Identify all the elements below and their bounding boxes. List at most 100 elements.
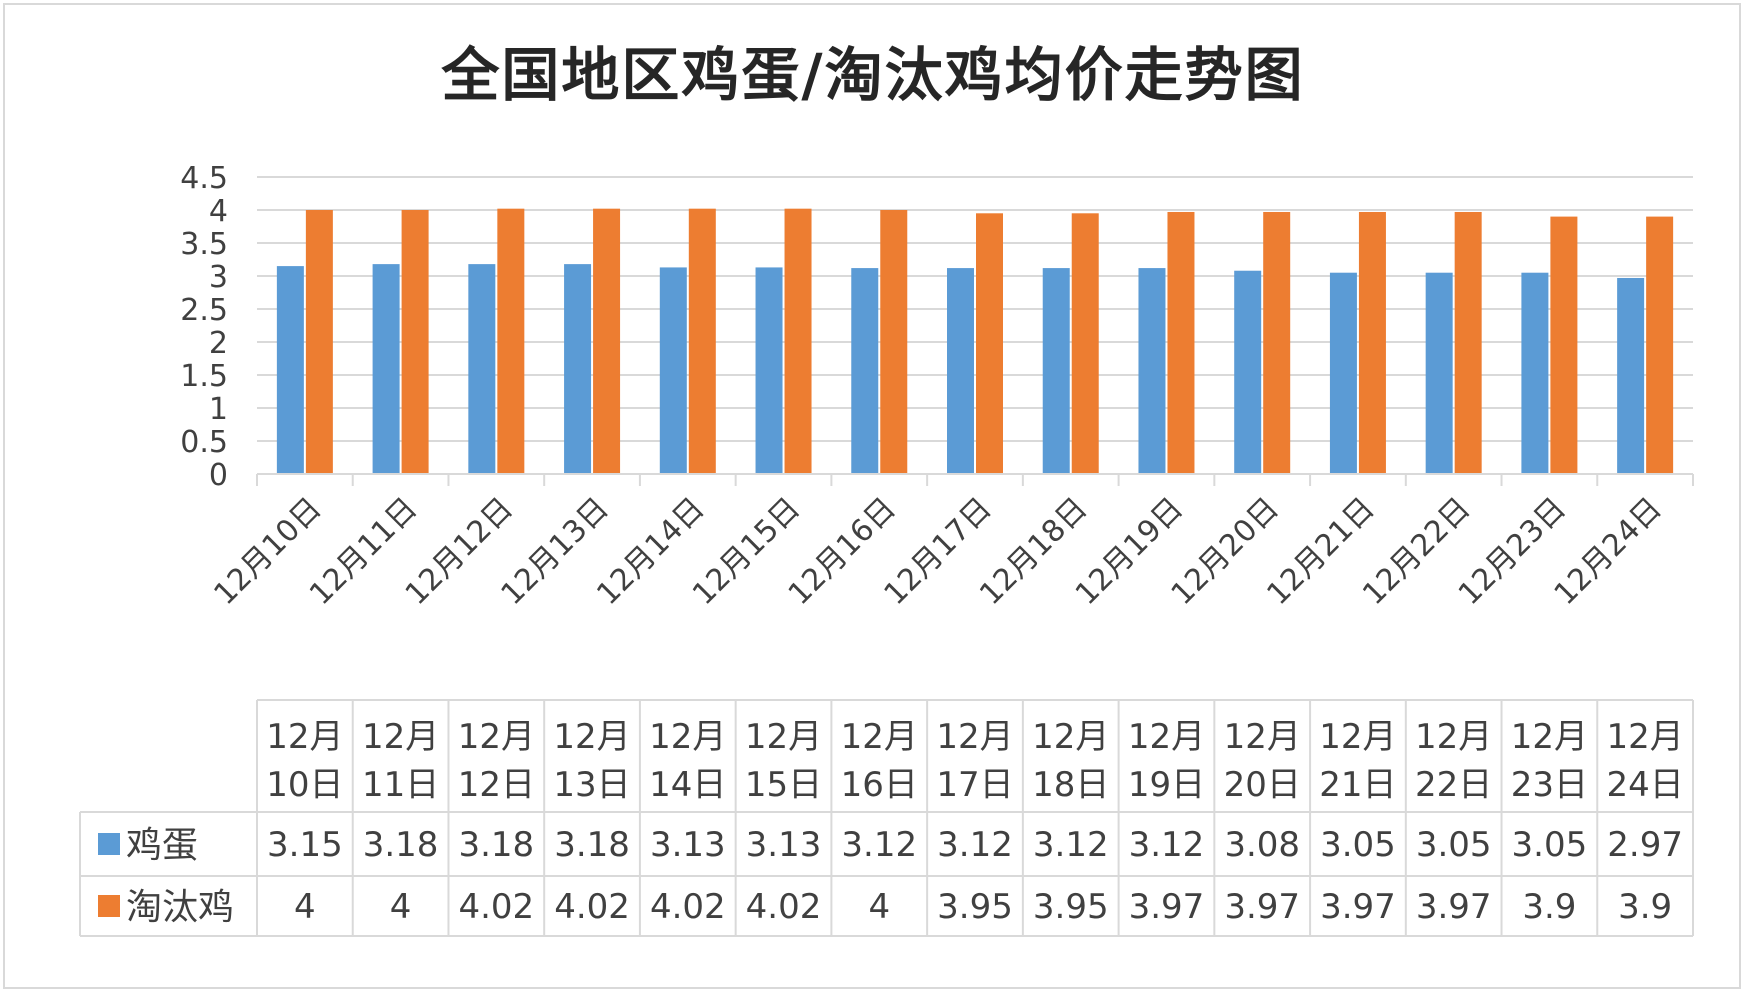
table-value: 3.05: [1416, 825, 1492, 865]
table-header-line2: 12日: [458, 765, 535, 805]
table-value: 3.12: [937, 825, 1013, 865]
table-header-line2: 11日: [362, 765, 439, 805]
y-tick-label: 3: [209, 260, 228, 295]
bar-hen: [1454, 211, 1482, 475]
table-value: 3.18: [554, 825, 630, 865]
chart-title: 全国地区鸡蛋/淘汰鸡均价走势图: [441, 41, 1305, 109]
bar-egg: [1425, 272, 1453, 474]
bar-hen: [497, 208, 525, 474]
table-header-line1: 12月: [1128, 717, 1205, 757]
bar-egg: [755, 267, 783, 474]
bar-hen: [305, 210, 333, 474]
table-value: 3.9: [1522, 887, 1576, 927]
table-header-line2: 16日: [841, 765, 918, 805]
chart-frame: [3, 3, 1741, 989]
legend-swatch: [98, 833, 120, 855]
table-header-line1: 12月: [841, 717, 918, 757]
table-header-line1: 12月: [936, 717, 1013, 757]
table-header-line2: 13日: [553, 765, 630, 805]
gridlines: [257, 176, 1693, 442]
bar-hen: [1167, 211, 1195, 475]
bar-hen: [1071, 213, 1099, 475]
bar-hen: [1646, 216, 1674, 474]
table-value: 3.9: [1618, 887, 1672, 927]
table-header-line1: 12月: [1319, 717, 1396, 757]
table-header-line2: 23日: [1511, 765, 1588, 805]
y-tick-label: 2: [209, 326, 228, 361]
y-axis: 00.511.522.533.544.5: [180, 161, 228, 493]
table-header-line2: 17日: [936, 765, 1013, 805]
bars: [276, 208, 1674, 475]
table-header-line2: 24日: [1607, 765, 1684, 805]
y-tick-label: 4.5: [180, 161, 228, 196]
table-header-line2: 20日: [1224, 765, 1301, 805]
table-value: 4: [868, 887, 890, 927]
table-header-line2: 18日: [1032, 765, 1109, 805]
y-tick-label: 2.5: [180, 293, 228, 328]
table-header-line1: 12月: [649, 717, 726, 757]
bar-egg: [659, 267, 687, 474]
table-value: 4: [294, 887, 316, 927]
table-value: 3.13: [746, 825, 822, 865]
bar-hen: [1358, 211, 1386, 475]
legend-swatch: [98, 895, 120, 917]
bar-egg: [1521, 272, 1549, 474]
y-tick-label: 1: [209, 392, 228, 427]
table-header-line1: 12月: [1415, 717, 1492, 757]
table-value: 3.95: [937, 887, 1013, 927]
bar-egg: [1138, 268, 1166, 474]
data-table: 12月 10日 12月 11日 12月 12日 12月 13日 12月 14日 12月 15日 12月 1…: [79, 699, 1694, 937]
legend-label: 淘汰鸡: [126, 887, 234, 928]
bar-hen: [976, 213, 1003, 475]
table-header-line1: 12月: [1224, 717, 1301, 757]
table-value: 4.02: [746, 887, 822, 927]
y-tick-label: 0: [209, 458, 228, 493]
table-header-line2: 10日: [266, 765, 343, 805]
table-value: 4.02: [458, 887, 534, 927]
bar-hen: [688, 208, 716, 474]
table-header-line1: 12月: [745, 717, 822, 757]
bar-egg: [372, 264, 400, 474]
table-value: 3.97: [1129, 887, 1205, 927]
table-value: 3.12: [841, 825, 917, 865]
bar-egg: [1042, 268, 1070, 474]
bar-egg: [1617, 277, 1645, 474]
bar-hen: [784, 208, 812, 474]
table-value: 3.18: [363, 825, 439, 865]
table-value: 3.18: [458, 825, 534, 865]
legend-label: 鸡蛋: [126, 825, 198, 866]
table-value: 3.15: [267, 825, 343, 865]
table-value: 3.12: [1129, 825, 1205, 865]
bar-egg: [851, 268, 879, 474]
table-header-line2: 15日: [745, 765, 822, 805]
table-header-line1: 12月: [553, 717, 630, 757]
table-value: 3.97: [1416, 887, 1492, 927]
table-value: 4.02: [554, 887, 630, 927]
table-header-line1: 12月: [266, 717, 343, 757]
table-header-line2: 14日: [649, 765, 726, 805]
bar-hen: [593, 208, 621, 474]
table-value: 3.05: [1320, 825, 1396, 865]
table-header-line1: 12月: [458, 717, 535, 757]
table-value: 3.12: [1033, 825, 1109, 865]
x-axis: 12月10日12月11日12月12日12月13日12月14日12月15日12月1…: [207, 473, 1694, 612]
bar-egg: [1329, 272, 1357, 474]
table-value: 3.13: [650, 825, 726, 865]
y-tick-label: 1.5: [180, 359, 228, 394]
table-value: 3.05: [1512, 825, 1588, 865]
bar-hen: [1550, 216, 1578, 474]
bar-egg: [1234, 270, 1262, 474]
bar-egg: [564, 264, 592, 474]
table-value: 3.97: [1320, 887, 1396, 927]
bar-egg: [276, 266, 304, 474]
table-value: 2.97: [1607, 825, 1683, 865]
table-header-line1: 12月: [1511, 717, 1588, 757]
table-value: 4: [390, 887, 412, 927]
table-header-line2: 19日: [1128, 765, 1205, 805]
table-header-line1: 12月: [362, 717, 439, 757]
table-header-line1: 12月: [1607, 717, 1684, 757]
y-tick-label: 0.5: [180, 425, 228, 460]
y-tick-label: 4: [209, 194, 228, 229]
table-header-line2: 22日: [1415, 765, 1492, 805]
table-header-line2: 21日: [1319, 765, 1396, 805]
